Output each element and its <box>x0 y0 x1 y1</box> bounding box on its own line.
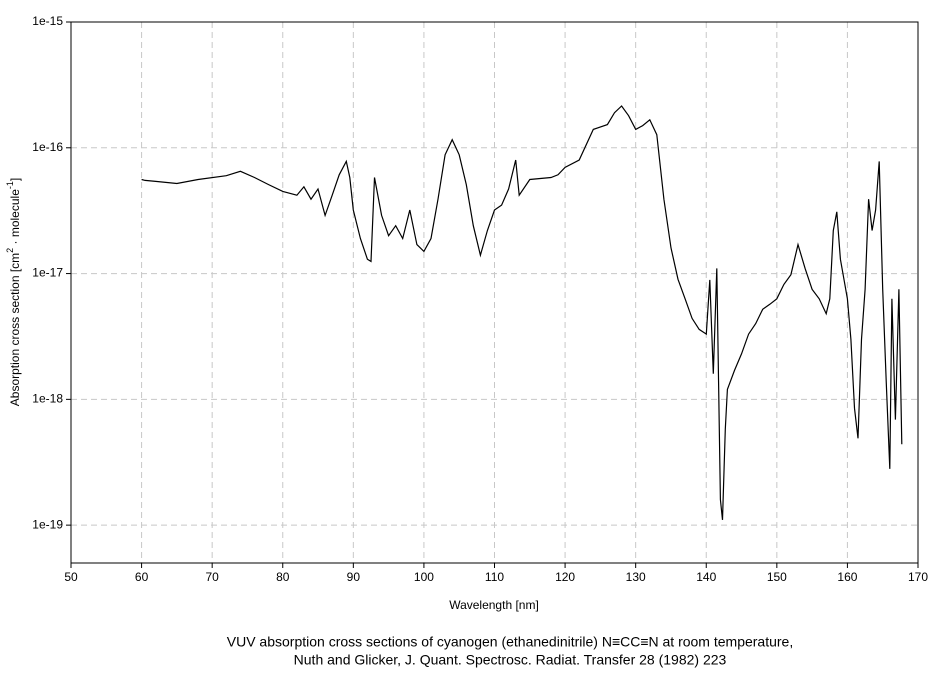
y-axis-label-part: ] <box>8 178 22 181</box>
x-tick-label: 130 <box>626 570 646 584</box>
y-tick-label: 1e-17 <box>32 266 63 280</box>
y-axis-label-part: -1 <box>5 181 15 189</box>
y-tick-label: 1e-15 <box>32 14 63 28</box>
x-tick-label: 150 <box>767 570 787 584</box>
x-tick-label: 120 <box>555 570 575 584</box>
grid <box>70 21 919 563</box>
x-tick-label: 160 <box>837 570 857 584</box>
x-tick-label: 60 <box>135 570 149 584</box>
x-axis-label: Wavelength [nm] <box>449 598 539 612</box>
x-tick-label: 70 <box>205 570 219 584</box>
y-axis-label-part: Absorption cross section [cm <box>8 253 22 406</box>
y-axis-label-part: · molecule <box>8 189 22 248</box>
y-axis-label: Absorption cross section [cm2 · molecule… <box>5 178 22 406</box>
x-tick-label: 50 <box>64 570 78 584</box>
x-tick-label: 100 <box>414 570 434 584</box>
x-tick-label: 90 <box>347 570 361 584</box>
x-tick-label: 170 <box>908 570 928 584</box>
plot <box>141 105 903 520</box>
y-tick-label: 1e-19 <box>32 517 63 531</box>
y-axis-label-part: 2 <box>5 248 15 253</box>
y-tick-label: 1e-16 <box>32 140 63 154</box>
x-tick-label: 140 <box>696 570 716 584</box>
x-tick-label: 80 <box>276 570 290 584</box>
y-tick-label: 1e-18 <box>32 392 63 406</box>
caption-line: Nuth and Glicker, J. Quant. Spectrosc. R… <box>294 652 727 668</box>
x-tick-label: 110 <box>485 570 504 584</box>
data-line <box>141 105 903 520</box>
caption-line: VUV absorption cross sections of cyanoge… <box>227 634 793 650</box>
